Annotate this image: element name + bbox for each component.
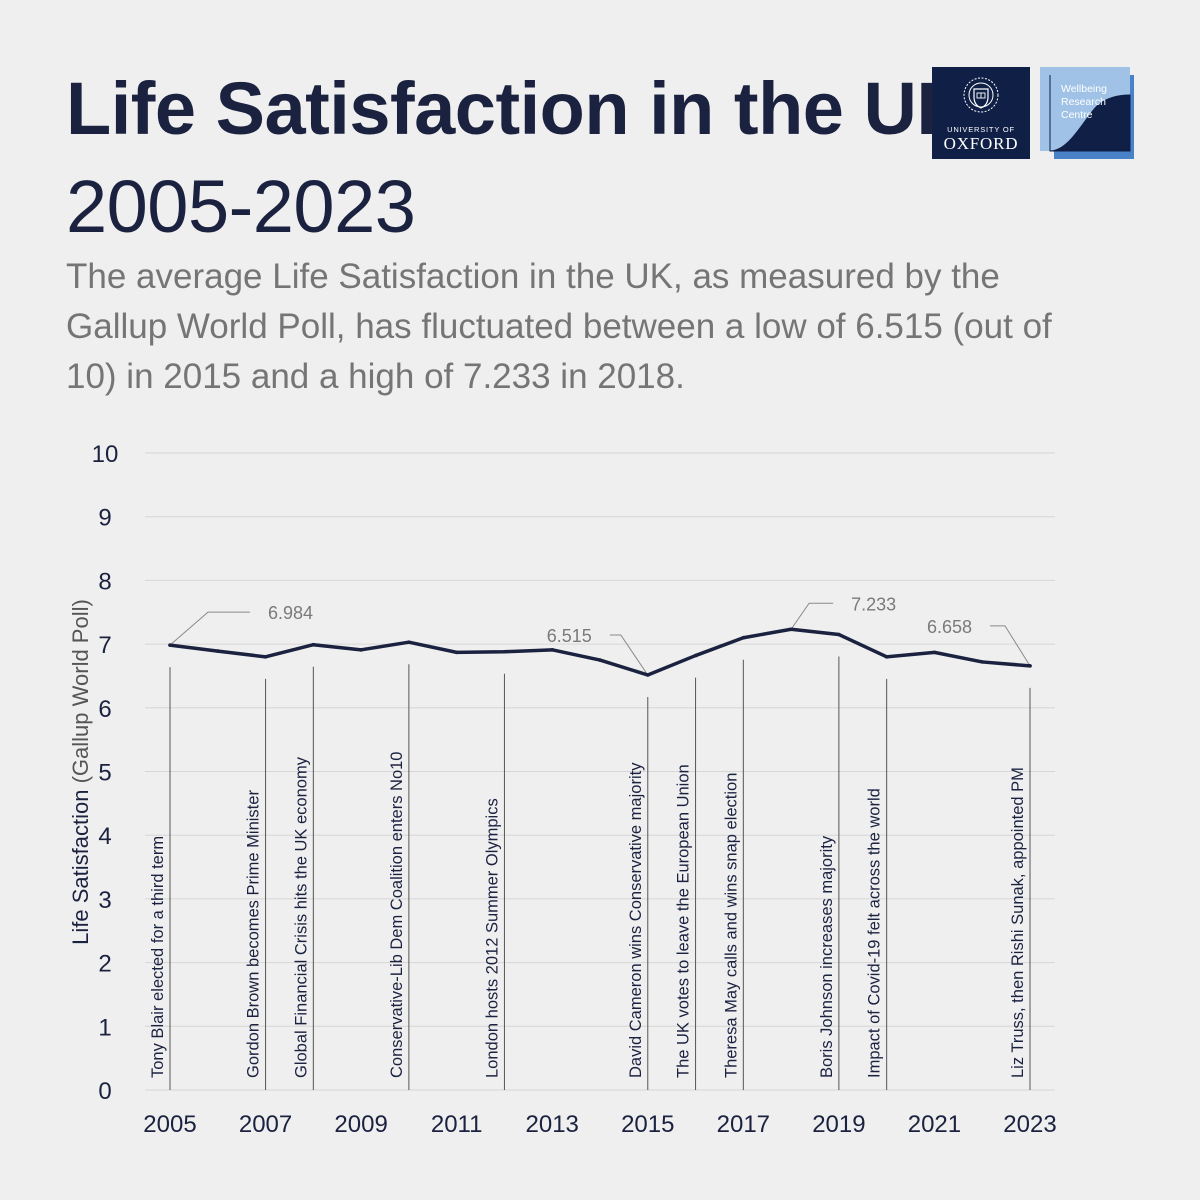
data-point <box>837 632 841 637</box>
oxford-logo-line2: OXFORD <box>943 134 1019 153</box>
event-label: David Cameron wins Conservative majority <box>627 762 645 1078</box>
title-bold: Life Satisfaction in the UK, <box>66 67 990 150</box>
annotation-leader <box>169 611 250 646</box>
y-axis-label-main: Life Satisfaction <box>68 783 93 944</box>
x-tick-label: 2015 <box>621 1111 674 1138</box>
oxford-crest-icon <box>963 77 999 113</box>
annotation-leader <box>609 634 649 676</box>
oxford-logo: UNIVERSITY OF OXFORD <box>932 67 1030 159</box>
x-tick-label: 2011 <box>431 1111 483 1138</box>
y-tick-label: 9 <box>98 505 111 532</box>
wrc-logo-text: Wellbeing Research Centre <box>1061 83 1107 121</box>
y-tick-label: 6 <box>98 696 111 723</box>
x-tick-label: 2021 <box>908 1111 961 1138</box>
data-point <box>550 648 555 652</box>
annotation-label: 7.233 <box>851 594 896 614</box>
y-tick-label: 0 <box>98 1078 111 1105</box>
data-point <box>168 643 172 647</box>
data-point <box>645 673 650 677</box>
event-label: Gordon Brown becomes Prime Minister <box>245 790 263 1078</box>
data-point <box>454 650 459 655</box>
y-tick-label: 7 <box>98 632 111 659</box>
y-axis-label: Life Satisfaction (Gallup World Poll) <box>68 599 93 945</box>
annotation-leader <box>990 625 1031 667</box>
data-point <box>502 649 507 654</box>
event-label: Theresa May calls and wins snap election <box>722 773 740 1078</box>
x-tick-label: 2023 <box>1003 1111 1056 1138</box>
event-label: Global Financial Crisis hits the UK econ… <box>292 756 310 1078</box>
annotation-label: 6.515 <box>547 626 592 646</box>
event-label: Impact of Covid-19 felt across the world <box>866 788 884 1078</box>
data-point <box>980 660 985 664</box>
y-tick-label: 1 <box>98 1014 111 1041</box>
subtitle: The average Life Satisfaction in the UK,… <box>66 257 1052 396</box>
event-label: London hosts 2012 Summer Olympics <box>483 798 501 1078</box>
data-point <box>789 627 793 632</box>
data-point <box>311 642 316 647</box>
data-point <box>359 648 363 652</box>
annotation-label: 6.984 <box>268 603 313 623</box>
y-tick-label: 2 <box>98 951 111 978</box>
y-tick-label: 8 <box>98 568 111 595</box>
data-point <box>598 658 602 662</box>
wrc-logo-wave-icon <box>1049 75 1131 152</box>
event-label: Conservative-Lib Dem Coalition enters No… <box>388 752 406 1079</box>
wrc-logo: Wellbeing Research Centre <box>1040 67 1134 159</box>
annotation-leader <box>790 602 834 630</box>
x-tick-label: 2019 <box>812 1111 865 1138</box>
data-point <box>693 653 698 658</box>
data-point <box>1028 664 1032 668</box>
data-point <box>741 635 746 640</box>
y-tick-label: 5 <box>98 760 111 787</box>
data-point <box>263 655 268 659</box>
x-tick-label: 2013 <box>526 1111 579 1138</box>
data-point <box>932 650 937 655</box>
oxford-logo-line1: UNIVERSITY OF <box>947 125 1015 134</box>
y-axis-label-sub: (Gallup World Poll) <box>68 599 93 783</box>
event-label: Tony Blair elected for a third term <box>149 836 167 1078</box>
x-tick-label: 2005 <box>143 1111 196 1138</box>
annotation-label: 6.658 <box>927 617 972 637</box>
data-point <box>884 655 889 659</box>
y-tick-label: 3 <box>98 887 111 914</box>
event-label: Boris Johnson increases majority <box>818 835 836 1078</box>
page-title: Life Satisfaction in the UK, 2005-2023 <box>66 60 990 256</box>
event-label: The UK votes to leave the European Union <box>675 764 693 1078</box>
x-tick-label: 2017 <box>717 1111 770 1138</box>
data-point <box>215 649 220 653</box>
y-tick-label: 10 <box>92 441 119 468</box>
series-line <box>168 627 1032 677</box>
y-tick-label: 4 <box>98 823 111 850</box>
data-point <box>407 640 411 644</box>
x-tick-label: 2009 <box>334 1111 387 1138</box>
title-years: 2005-2023 <box>66 165 416 248</box>
event-label: Liz Truss, then Rishi Sunak, appointed P… <box>1009 767 1027 1078</box>
x-tick-label: 2007 <box>239 1111 292 1138</box>
